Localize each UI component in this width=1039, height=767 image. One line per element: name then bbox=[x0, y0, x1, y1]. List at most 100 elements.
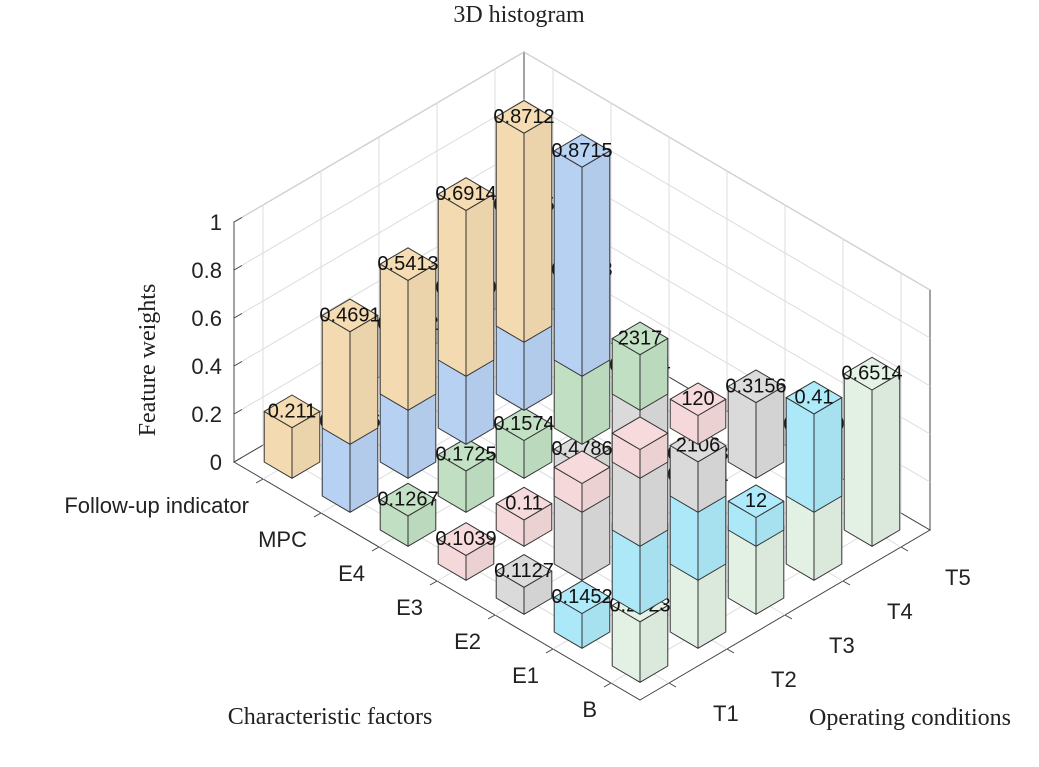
x-tick-mark bbox=[784, 614, 793, 620]
bar-value-label: 0.8712 bbox=[493, 106, 554, 128]
x-tick-mark bbox=[900, 546, 909, 552]
bar-e1-t1: 0.1452 bbox=[551, 580, 613, 649]
x-tick-label: T5 bbox=[945, 565, 971, 590]
bar-value-label: 0.6514 bbox=[841, 363, 902, 385]
bar-front-face bbox=[581, 150, 611, 377]
bar-value-label: 0.8715 bbox=[551, 140, 612, 162]
bar-value-label: 12 bbox=[745, 490, 767, 512]
bar-e1-t5: 0.41 bbox=[785, 380, 843, 513]
bar-top-face bbox=[727, 369, 785, 404]
bar-front-face bbox=[349, 314, 379, 445]
bar-value-label: 0.211 bbox=[268, 400, 317, 422]
tick-labels: 0 0.2 0.4 0.6 0.8 1 B E1 E2 E3 E4 MPC Follow-up indi… bbox=[64, 210, 970, 726]
z-tick-label: 1 bbox=[210, 210, 222, 235]
bar-top-face bbox=[611, 416, 669, 450]
bar-left-face bbox=[553, 150, 583, 377]
z-tick-mark bbox=[233, 217, 243, 223]
bar-e3-t1: 0.1039 bbox=[435, 522, 497, 581]
z-tick-mark bbox=[233, 313, 243, 319]
bar-value-label: 0.1725 bbox=[435, 444, 496, 466]
bar-e3-t2: 0.11 bbox=[495, 486, 553, 547]
z-tick-label: 0.8 bbox=[191, 258, 222, 283]
bar-value-label: 2317 bbox=[618, 327, 663, 349]
x-tick-label: T3 bbox=[829, 633, 855, 658]
bar-value-label: 0.1574 bbox=[493, 413, 554, 435]
bar-value-label: 0.5413 bbox=[377, 253, 438, 275]
x-tick-label: T2 bbox=[771, 667, 797, 692]
bar-value-label: 0.4786 bbox=[551, 438, 612, 460]
bar-e3-t4 bbox=[611, 416, 669, 479]
z-tick-label: 0.2 bbox=[191, 402, 222, 427]
bar-top-face bbox=[785, 380, 843, 415]
bar-left-face bbox=[437, 193, 467, 377]
bar-value-label: 0.6914 bbox=[435, 183, 496, 205]
bar-top-face bbox=[843, 356, 901, 391]
bar-top-face bbox=[495, 100, 553, 134]
bar-top-face bbox=[553, 450, 611, 484]
bar-top-face bbox=[379, 247, 437, 281]
y-tick-mark bbox=[429, 580, 438, 586]
bar-value-label: 0.1267 bbox=[377, 489, 438, 511]
x-tick-mark bbox=[842, 580, 851, 586]
y-tick-mark bbox=[255, 478, 264, 484]
bar-follow-up-indicator-t2: 0.4691 bbox=[319, 298, 381, 445]
bar-left-face bbox=[843, 373, 873, 547]
z-tick-mark bbox=[233, 265, 243, 271]
bar-e2-t1: 0.1127 bbox=[494, 554, 554, 615]
x-tick-mark bbox=[726, 648, 735, 654]
x-axis-label: Operating conditions bbox=[809, 705, 1011, 731]
bar-top-face bbox=[437, 177, 495, 211]
bar-e4-t2: 0.1725 bbox=[435, 437, 497, 513]
y-tick-label: E1 bbox=[512, 663, 539, 688]
chart-title: 3D histogram bbox=[453, 2, 585, 28]
bar-left-face bbox=[785, 397, 815, 513]
bar-e3-t5: 120 bbox=[669, 382, 727, 445]
y-tick-mark bbox=[313, 512, 322, 518]
z-tick-mark bbox=[233, 361, 243, 367]
bars: 0.2110.31060.46910.12670.57420.54130.103… bbox=[263, 100, 903, 683]
z-tick-mark bbox=[233, 409, 243, 415]
bar-top-face bbox=[495, 554, 553, 588]
bar-value-label: 0.1127 bbox=[494, 560, 554, 582]
bar-value-label: 0.1452 bbox=[551, 586, 612, 608]
y-tick-label: E3 bbox=[396, 595, 423, 620]
bar-front-face bbox=[871, 373, 901, 547]
bar-front-face bbox=[523, 116, 553, 343]
bar-follow-up-indicator-t1: 0.211 bbox=[263, 394, 321, 479]
x-tick-mark bbox=[668, 682, 677, 688]
y-tick-label: E2 bbox=[454, 629, 481, 654]
bar-left-face bbox=[379, 263, 409, 411]
bar-e4-t1: 0.1267 bbox=[377, 482, 439, 547]
z-grid-line bbox=[233, 99, 931, 339]
bar-e3-t3 bbox=[553, 450, 611, 513]
bar-top-face bbox=[263, 394, 321, 429]
y-tick-mark bbox=[371, 546, 380, 552]
bar-value-label: 0.4691 bbox=[319, 304, 380, 326]
y-tick-mark bbox=[545, 648, 554, 654]
bar-value-label: 2106 bbox=[676, 434, 721, 456]
bar-e2-t4: 2106 bbox=[669, 428, 727, 513]
bar-e2-t5: 0.3156 bbox=[725, 369, 787, 479]
z-axis-label: Feature weights bbox=[135, 284, 161, 437]
bar-left-face bbox=[495, 116, 525, 343]
bar-front-face bbox=[465, 193, 495, 377]
bar-top-face bbox=[437, 522, 495, 556]
bar-top-face bbox=[321, 298, 379, 333]
bar-e1-t4: 12 bbox=[727, 484, 785, 547]
bar-e4-t3: 0.1574 bbox=[493, 407, 555, 479]
bar-mpc-t5: 0.8715 bbox=[551, 134, 613, 377]
z-tick-label: 0 bbox=[210, 450, 222, 475]
y-axis-label: Characteristic factors bbox=[228, 704, 433, 730]
bar-value-label: 120 bbox=[681, 388, 714, 410]
bar-value-label: 0.11 bbox=[505, 493, 542, 515]
y-tick-label: Follow-up indicator bbox=[64, 493, 249, 518]
y-tick-label: MPC bbox=[258, 527, 307, 552]
y-tick-mark bbox=[487, 614, 496, 620]
bar-top-face bbox=[669, 382, 727, 416]
bar-top-face bbox=[727, 484, 785, 518]
z-tick-mark bbox=[233, 457, 243, 463]
z-grid-line bbox=[233, 51, 931, 291]
z-tick-label: 0.4 bbox=[191, 354, 222, 379]
bar-top-face bbox=[553, 134, 611, 168]
